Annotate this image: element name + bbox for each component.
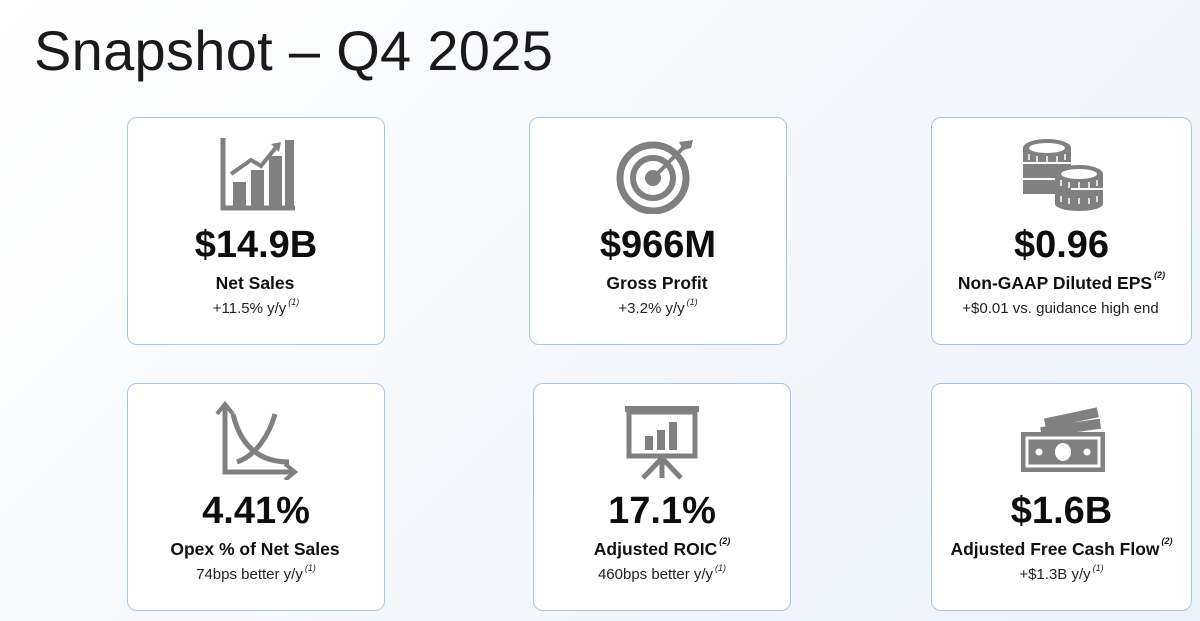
opex-card: 4.41% Opex % of Net Sales 74bps better y… bbox=[127, 383, 385, 611]
fcf-label: Adjusted Free Cash Flow (2) bbox=[950, 536, 1173, 559]
roic-value: 17.1% bbox=[608, 490, 716, 532]
footnote-marker: (2) bbox=[719, 536, 731, 546]
net-sales-value: $14.9B bbox=[194, 224, 318, 266]
roic-label: Adjusted ROIC (2) bbox=[593, 536, 731, 559]
gross-profit-change: +3.2% y/y (1) bbox=[618, 297, 698, 317]
opex-change: 74bps better y/y (1) bbox=[196, 563, 316, 583]
free-cash-flow-card: $1.6B Adjusted Free Cash Flow (2) +$1.3B … bbox=[931, 383, 1192, 611]
gross-profit-label: Gross Profit bbox=[606, 273, 708, 293]
roic-card: 17.1% Adjusted ROIC (2) 460bps better y/y… bbox=[533, 383, 791, 611]
footnote-marker: (2) bbox=[1154, 270, 1166, 280]
net-sales-label: Net Sales bbox=[215, 273, 295, 293]
bar-chart-growth-icon bbox=[128, 134, 384, 214]
footnote-marker: (1) bbox=[1092, 563, 1104, 573]
eps-card: $0.96 Non-GAAP Diluted EPS (2) +$0.01 vs.… bbox=[931, 117, 1192, 345]
net-sales-card: $14.9B Net Sales +11.5% y/y (1) bbox=[127, 117, 385, 345]
roic-change: 460bps better y/y (1) bbox=[597, 563, 727, 583]
footnote-marker: (2) bbox=[1161, 536, 1173, 546]
opex-value: 4.41% bbox=[202, 490, 310, 532]
opex-label: Opex % of Net Sales bbox=[170, 539, 340, 559]
cash-bills-icon bbox=[932, 400, 1191, 480]
page-title: Snapshot – Q4 2025 bbox=[34, 19, 554, 82]
gross-profit-value: $966M bbox=[599, 224, 717, 266]
footnote-marker: (1) bbox=[288, 297, 300, 307]
gross-profit-card: $966M Gross Profit +3.2% y/y (1) bbox=[529, 117, 787, 345]
eps-label: Non-GAAP Diluted EPS (2) bbox=[957, 270, 1166, 293]
fcf-value: $1.6B bbox=[1010, 490, 1113, 532]
footnote-marker: (1) bbox=[686, 297, 698, 307]
target-arrow-icon bbox=[530, 134, 786, 214]
fcf-change: +$1.3B y/y (1) bbox=[1019, 563, 1104, 583]
footnote-marker: (1) bbox=[715, 563, 727, 573]
declining-curve-chart-icon bbox=[128, 400, 384, 480]
presentation-board-icon bbox=[534, 400, 790, 480]
eps-note: +$0.01 vs. guidance high end bbox=[962, 300, 1159, 317]
coins-stack-icon bbox=[932, 134, 1191, 214]
footnote-marker: (1) bbox=[304, 563, 316, 573]
net-sales-change: +11.5% y/y (1) bbox=[212, 297, 300, 317]
eps-value: $0.96 bbox=[1013, 224, 1110, 266]
